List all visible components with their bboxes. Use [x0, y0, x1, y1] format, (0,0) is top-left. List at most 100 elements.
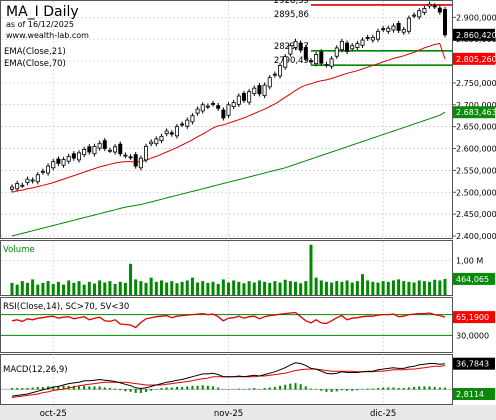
- macd-histogram-bar: [258, 389, 261, 390]
- candle-body: [20, 184, 25, 187]
- volume-bar: [304, 281, 308, 295]
- macd-histogram-bar: [108, 388, 111, 390]
- volume-bar: [345, 280, 349, 295]
- macd-histogram-bar: [119, 389, 122, 391]
- macd-histogram-bar: [407, 387, 410, 390]
- candle-body: [71, 153, 76, 159]
- volume-bar: [62, 284, 66, 295]
- volume-bar: [31, 279, 35, 295]
- candle-body: [236, 95, 241, 105]
- macd-histogram-bar: [201, 385, 204, 390]
- volume-bar: [211, 281, 215, 295]
- volume-bar: [227, 282, 230, 295]
- volume-bar: [397, 279, 401, 295]
- candle-body: [164, 130, 169, 135]
- macd-histogram-bar: [340, 389, 343, 391]
- candle-body: [226, 104, 231, 116]
- volume-bar: [175, 283, 179, 295]
- volume-bar: [283, 279, 287, 295]
- candle-body: [169, 132, 174, 135]
- volume-bar: [376, 282, 380, 295]
- price-level-label: 2928,39: [274, 0, 309, 6]
- volume-bar: [20, 281, 24, 295]
- candle-body: [334, 47, 339, 57]
- volume-bar: [36, 284, 40, 295]
- macd-histogram-bar: [124, 389, 127, 392]
- volume-bar: [216, 283, 220, 295]
- macd-histogram-bar: [315, 389, 318, 390]
- rsi-line: [11, 311, 446, 329]
- candle-body: [293, 40, 298, 48]
- macd-histogram-bar: [304, 386, 307, 390]
- macd-histogram-bar: [26, 388, 29, 390]
- volume-bar: [407, 281, 411, 295]
- macd-histogram-bar: [88, 386, 91, 390]
- volume-bar: [46, 281, 50, 295]
- candle-body: [25, 178, 30, 184]
- volume-bar: [201, 281, 205, 295]
- macd-histogram-bar: [212, 386, 215, 390]
- volume-bar: [443, 278, 447, 295]
- candle-body: [370, 37, 375, 41]
- ema21-badge: 2.805,260: [456, 55, 496, 64]
- ema70-badge: 2.683,463: [456, 108, 496, 117]
- macd-histogram-bar: [263, 388, 266, 390]
- candle-body: [35, 174, 40, 183]
- macd-histogram-bar: [175, 386, 178, 390]
- candle-body: [113, 146, 118, 153]
- volume-bar: [273, 281, 277, 295]
- ema21-line: [11, 43, 446, 193]
- macd-histogram-bar: [366, 388, 369, 390]
- volume-bar: [15, 284, 19, 295]
- price-tick-label: 2.650,000: [456, 123, 496, 132]
- macd-histogram-bar: [160, 388, 163, 390]
- volume-bar: [361, 274, 365, 295]
- candle-body: [154, 138, 159, 145]
- volume-bar: [355, 281, 359, 295]
- candle-body: [381, 28, 386, 31]
- candle-body: [339, 40, 344, 51]
- macd-histogram-bar: [83, 385, 86, 390]
- candle-body: [396, 23, 401, 31]
- macd-histogram-bar: [170, 387, 173, 390]
- volume-bar: [319, 280, 323, 295]
- candle-body: [442, 9, 447, 36]
- macd-histogram-bar: [232, 389, 235, 390]
- volume-bar: [221, 279, 225, 295]
- volume-bar: [10, 282, 14, 295]
- candle-body: [432, 5, 437, 8]
- candle-body: [412, 14, 417, 17]
- candle-body: [283, 56, 288, 68]
- candle-body: [427, 3, 432, 7]
- volume-bar: [252, 282, 256, 295]
- macd-histogram-bar: [330, 389, 333, 392]
- volume-badge-bg: [453, 272, 495, 285]
- candle-body: [144, 145, 149, 161]
- macd-histogram-bar: [57, 386, 60, 390]
- macd-histogram-bar: [191, 385, 194, 390]
- macd-histogram-bar: [165, 387, 168, 390]
- candle-body: [422, 8, 427, 13]
- volume-bar: [129, 263, 133, 295]
- candle-body: [180, 123, 185, 126]
- volume-bar: [134, 279, 138, 295]
- volume-bar: [381, 281, 385, 295]
- volume-bar: [154, 281, 158, 295]
- macd-histogram-bar: [309, 388, 312, 390]
- macd-histogram-bar: [52, 386, 55, 390]
- price-tick-label: 2.500,000: [456, 188, 496, 197]
- macd-histogram-bar: [129, 389, 132, 392]
- candle-body: [190, 115, 195, 123]
- macd-label: MACD(12,26,9): [3, 365, 68, 375]
- volume-bar: [206, 282, 210, 295]
- macd-histogram-bar: [36, 386, 39, 390]
- volume-bar: [288, 281, 292, 295]
- candle-body: [329, 58, 334, 67]
- volume-tick-label: 1,00 M: [456, 256, 483, 265]
- x-tick-label: oct-25: [40, 409, 67, 419]
- volume-bar: [144, 282, 148, 295]
- candle-body: [92, 145, 97, 155]
- watermark: www.wealth-lab.com: [6, 31, 89, 40]
- macd-histogram-bar: [413, 386, 416, 390]
